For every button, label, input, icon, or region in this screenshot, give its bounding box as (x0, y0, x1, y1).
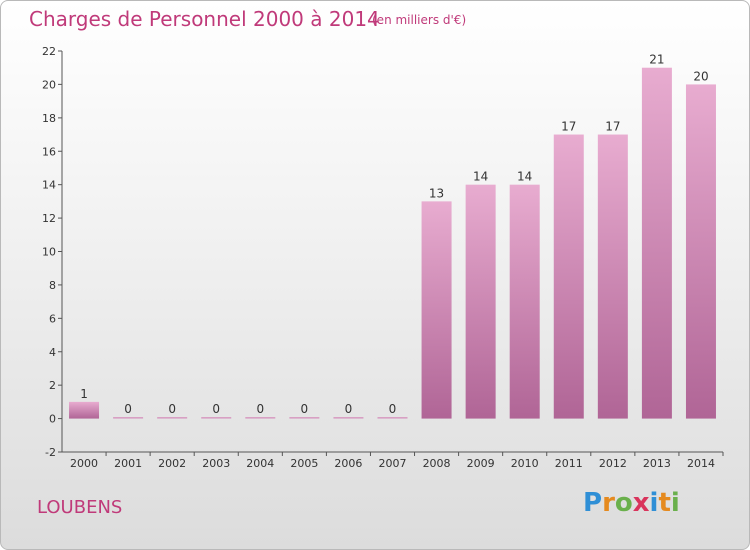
y-tick-label: 4 (49, 346, 56, 359)
bar (465, 184, 496, 419)
bar-value-label: 14 (517, 170, 532, 184)
bar (245, 417, 276, 419)
bar (641, 67, 672, 419)
bar-value-label: 21 (649, 53, 664, 67)
bar-value-label: 14 (473, 170, 488, 184)
commune-name: LOUBENS (37, 497, 123, 518)
bar (157, 417, 188, 419)
bar-value-label: 0 (168, 402, 176, 416)
bar (597, 134, 628, 419)
bar (289, 417, 320, 419)
y-tick-label: 0 (49, 413, 56, 426)
x-tick-label: 2002 (158, 457, 186, 470)
y-tick-label: 8 (49, 279, 56, 292)
x-tick-label: 2008 (423, 457, 451, 470)
bar-value-label: 20 (693, 69, 708, 83)
logo-letter: r (602, 488, 615, 518)
x-tick-label: 2001 (114, 457, 142, 470)
bar (69, 401, 100, 419)
bar (509, 184, 540, 419)
x-tick-label: 2009 (467, 457, 495, 470)
bar (685, 84, 716, 419)
y-tick-label: 6 (49, 312, 56, 325)
y-tick-label: 14 (42, 179, 56, 192)
x-tick-label: 2014 (687, 457, 715, 470)
bar-value-label: 13 (429, 186, 444, 200)
logo-letter: i (649, 488, 659, 518)
bar-value-label: 0 (389, 402, 397, 416)
x-tick-label: 2004 (246, 457, 274, 470)
logo-letter: i (670, 488, 680, 518)
logo-letter: x (632, 488, 650, 518)
x-tick-label: 2000 (70, 457, 98, 470)
y-tick-label: 2 (49, 379, 56, 392)
bar (377, 417, 408, 419)
bar-value-label: 0 (345, 402, 353, 416)
bar-value-label: 0 (301, 402, 309, 416)
logo-letter: t (658, 488, 671, 518)
logo-letter: o (614, 488, 633, 518)
bar-value-label: 17 (561, 120, 576, 134)
bar (333, 417, 364, 419)
bar-value-label: 0 (212, 402, 220, 416)
y-tick-label: 12 (42, 212, 56, 225)
bar (553, 134, 584, 419)
x-tick-label: 2006 (334, 457, 362, 470)
bar-value-label: 17 (605, 120, 620, 134)
bar (113, 417, 144, 419)
y-tick-label: 16 (42, 145, 56, 158)
bar-value-label: 0 (256, 402, 264, 416)
x-tick-label: 2013 (643, 457, 671, 470)
x-tick-label: 2011 (555, 457, 583, 470)
bar (421, 201, 452, 419)
bar-value-label: 0 (124, 402, 132, 416)
y-tick-label: 22 (42, 45, 56, 58)
y-tick-label: 18 (42, 112, 56, 125)
x-tick-label: 2005 (290, 457, 318, 470)
x-tick-label: 2007 (379, 457, 407, 470)
bar-value-label: 1 (80, 387, 88, 401)
y-tick-label: 20 (42, 78, 56, 91)
y-tick-label: -2 (45, 446, 56, 459)
x-tick-label: 2003 (202, 457, 230, 470)
y-tick-label: 10 (42, 246, 56, 259)
x-tick-label: 2012 (599, 457, 627, 470)
logo-letter: P (583, 488, 603, 518)
chart-title: Charges de Personnel 2000 à 2014 (29, 7, 380, 31)
x-tick-label: 2010 (511, 457, 539, 470)
proxiti-logo[interactable]: Proxiti (583, 488, 680, 518)
chart-unit-subtitle: (en milliers d'€) (372, 13, 467, 27)
bar (201, 417, 232, 419)
